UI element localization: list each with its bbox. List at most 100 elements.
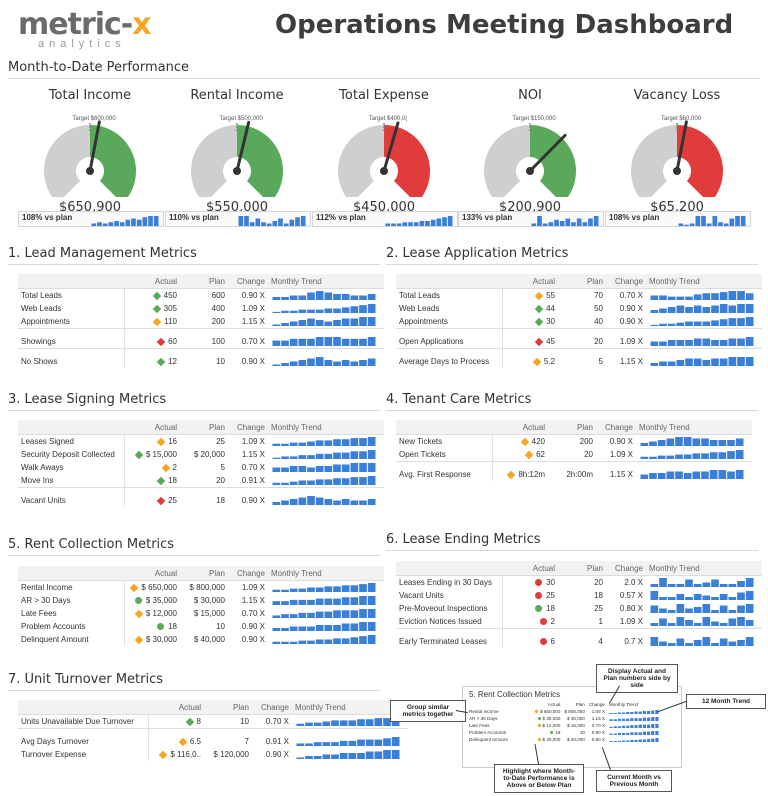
change-value: 0.90 X [241,496,265,505]
trend-bar [350,584,359,592]
trend-bar [667,622,676,626]
plan-value: 18 [594,591,603,600]
gauge-dial: Target $400,0( [338,116,430,204]
trend-bar [374,751,383,759]
trend-bar [649,441,657,446]
gauge-rental-income: Rental Income Target $500,000 $550,000 [167,88,307,215]
actual-value: 305 [124,302,180,315]
trend-bar [289,641,298,644]
trend-bar [359,462,367,472]
trend-bar [684,224,689,226]
vs-plan-label: 108% vs plan [609,213,660,222]
column-header: Change [596,420,636,435]
trend-bar [272,627,281,631]
trend-bar [339,719,348,726]
trend-bar [367,436,376,446]
actual-value: 110 [124,315,180,329]
trend-bar [650,605,659,613]
trend-bar [365,718,374,726]
trend-bar [367,449,376,459]
gauge-vacancy-loss: Vacancy Loss Target $60,000 $65,200 [607,88,747,215]
trend-bar [650,583,659,587]
trend-bar [655,709,659,714]
status-diamond-icon [156,476,166,486]
trend-bar [642,739,646,742]
vs-plan-sparkline [678,216,746,226]
metric-label: Pre-Moveout Inspections [396,602,503,615]
column-header: Change [606,561,646,576]
mini-table-row: AR > 30 Days $ 35,000 $ 30,000 1.15 X [467,715,661,722]
trend-bar [531,223,537,226]
legend-mini-table: Actual Plan Change Monthly Trend Rental Inco… [463,701,681,743]
trend-bar [634,739,638,742]
trend-bar [659,323,667,326]
trend-bar [367,358,376,366]
metric-label: Total Leads [396,288,503,302]
trend-bar [728,583,737,587]
trend-bar [315,336,324,346]
trend-bar [659,608,667,613]
trend-bar [727,471,735,479]
trend-bar [642,710,646,714]
trend-bar [719,318,728,326]
trend-bar [272,482,281,485]
trend-bar [289,465,298,472]
table-row: New Tickets 420 200 0.90 X [396,434,752,449]
table-row: Turnover Expense $ 116,0.. $ 120,000 0.90 X [18,748,408,761]
column-header: Plan [558,274,606,289]
change-value: 0.7 X [624,637,643,646]
trend-bar [307,467,315,472]
actual-value: 420 [492,435,548,449]
plan-value: 7 [244,737,249,746]
table-row: AR > 30 Days $ 35,000 $ 30,000 1.15 X [18,594,384,607]
trend-bar [537,216,542,226]
trend-bar [702,338,711,346]
column-header: Actual [124,420,180,435]
trend-bar [281,296,289,300]
vs-plan-label: 133% vs plan [462,213,513,222]
trend-bar [324,465,333,472]
trend-bar [702,636,711,646]
table-row: Early Terminated Leases 6 4 0.7 X [396,635,762,648]
trend-bar [385,223,391,226]
trend-bar [296,757,305,759]
trend-bar [324,359,333,366]
trend-bar [745,356,754,366]
column-header [18,700,148,715]
trend-bar [709,451,718,459]
trend-bar [630,739,634,742]
trend-bar [402,222,408,226]
table-row: Leases Signed 16 25 1.09 X [18,434,384,448]
trend-bar [737,356,745,366]
trend-bar [307,495,315,505]
trend-bar [153,216,159,226]
trend-bar [621,712,626,714]
column-header [396,420,492,435]
plan-value: 20 [584,450,593,459]
trend-bar [296,723,305,726]
trend-bar [711,579,719,587]
metrics-table-ending: Actual Plan Change Monthly Trend Leases Endi… [396,561,762,648]
legend-panel: 5. Rent Collection Metrics Actual Plan Cha… [462,686,682,768]
status-diamond-icon [532,357,542,367]
table-row: Rental Income $ 650,000 $ 800,000 1.09 X [18,580,384,594]
trend-bar [348,719,357,726]
trend-bar [651,710,655,714]
trend-bar [419,221,425,226]
monthly-trend-sparkline [272,336,376,346]
trend-bar [676,583,685,587]
trend-bar [728,609,737,613]
trend-bar [350,361,359,366]
trend-bar [542,223,548,226]
metrics-table-application: Actual Plan Change Monthly Trend Total Leads… [396,274,762,368]
vs-plan-sparkline [385,216,453,226]
trend-bar [359,316,367,326]
trend-bar [307,358,315,366]
gauge-track [44,125,90,204]
plan-value: 4 [598,637,603,646]
trend-bar [630,731,634,735]
column-header: Actual [124,566,180,581]
trend-bar [548,222,554,226]
trend-bar [281,310,289,313]
trend-bar [341,438,350,446]
